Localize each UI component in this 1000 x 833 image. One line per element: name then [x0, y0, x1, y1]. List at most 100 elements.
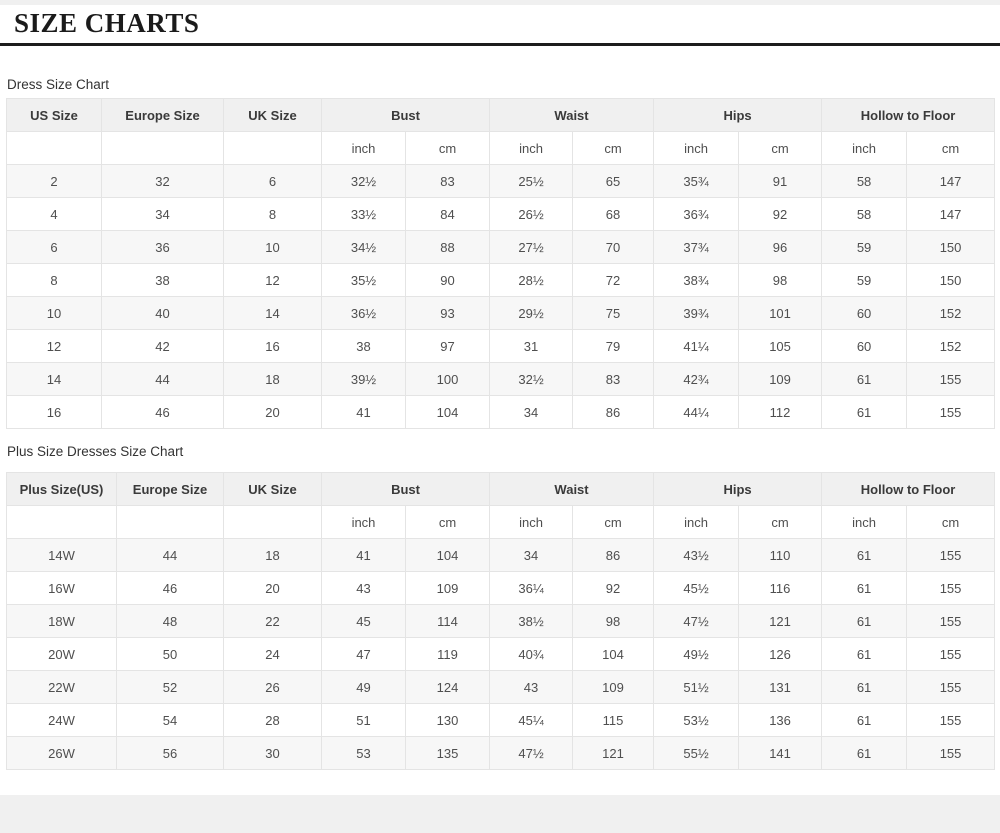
table-cell: 155: [906, 395, 996, 430]
table-cell: 79: [572, 329, 655, 364]
table-cell: 121: [738, 604, 823, 639]
empty-cell: [223, 505, 322, 540]
column-header: US Size: [6, 98, 102, 133]
table-cell: 147: [906, 197, 996, 232]
table-row: 16 46 20 41 104 34 86 44¼ 112 61 155: [6, 395, 996, 430]
column-header: Europe Size: [116, 472, 224, 507]
table-cell: 119: [404, 637, 491, 672]
table-cell: 155: [906, 703, 996, 738]
page-title: SIZE CHARTS: [14, 8, 200, 38]
table-cell: 43: [489, 670, 574, 705]
table-cell: 49: [321, 670, 406, 705]
table-cell: 42¾: [653, 362, 740, 397]
table-cell: 109: [404, 571, 491, 606]
table-cell: 10: [6, 296, 102, 331]
table-cell: 91: [738, 164, 823, 199]
table-cell: 38: [101, 263, 224, 298]
table-cell: 61: [821, 736, 908, 771]
table-cell: 88: [404, 230, 491, 265]
table-cell: 2: [6, 164, 102, 199]
table-cell: 121: [572, 736, 655, 771]
column-header: Plus Size(US): [6, 472, 117, 507]
plus-size-chart-section: Plus Size Dresses Size Chart Plus Size(U…: [6, 429, 996, 771]
table-cell: 59: [821, 263, 908, 298]
table-cell: 51: [321, 703, 406, 738]
table-cell: 155: [906, 604, 996, 639]
table-cell: 34½: [321, 230, 406, 265]
table-cell: 43: [321, 571, 406, 606]
column-header: Hips: [653, 472, 823, 507]
unit-header: cm: [572, 505, 655, 540]
table-cell: 39½: [321, 362, 406, 397]
table-cell: 14W: [6, 538, 117, 573]
empty-cell: [6, 131, 102, 166]
unit-header: cm: [738, 505, 823, 540]
table-cell: 26½: [489, 197, 574, 232]
table-cell: 155: [906, 571, 996, 606]
unit-header: cm: [404, 131, 491, 166]
table-cell: 96: [738, 230, 823, 265]
table-cell: 44¼: [653, 395, 740, 430]
table-cell: 30: [223, 736, 322, 771]
table-cell: 36¼: [489, 571, 574, 606]
table-cell: 47½: [489, 736, 574, 771]
table-cell: 32½: [321, 164, 406, 199]
unit-header: inch: [821, 131, 908, 166]
table-cell: 6: [6, 230, 102, 265]
table-cell: 70: [572, 230, 655, 265]
table-cell: 124: [404, 670, 491, 705]
table-row: 24W 54 28 51 130 45¼ 115 53½ 136 61 155: [6, 703, 996, 738]
table-cell: 92: [738, 197, 823, 232]
unit-header: inch: [321, 131, 406, 166]
table-cell: 141: [738, 736, 823, 771]
column-header: Bust: [320, 98, 491, 133]
table-cell: 40: [101, 296, 224, 331]
table-cell: 75: [572, 296, 655, 331]
table-cell: 25½: [489, 164, 574, 199]
table-cell: 61: [821, 538, 908, 573]
table-cell: 38¾: [653, 263, 740, 298]
table-cell: 40¾: [489, 637, 574, 672]
table-cell: 72: [572, 263, 655, 298]
table-cell: 47: [321, 637, 406, 672]
table-cell: 4: [6, 197, 102, 232]
table-cell: 29½: [489, 296, 574, 331]
table-row: 18W 48 22 45 114 38½ 98 47½ 121 61 155: [6, 604, 996, 639]
table-cell: 109: [572, 670, 655, 705]
table-cell: 98: [572, 604, 655, 639]
unit-header: cm: [906, 131, 996, 166]
table-cell: 155: [906, 670, 996, 705]
column-header: Hips: [653, 98, 823, 133]
table-cell: 61: [821, 670, 908, 705]
table-cell: 45: [321, 604, 406, 639]
table-row: 22W 52 26 49 124 43 109 51½ 131 61 155: [6, 670, 996, 705]
table-cell: 53½: [653, 703, 740, 738]
table-cell: 20W: [6, 637, 117, 672]
table-cell: 34: [489, 538, 574, 573]
table-cell: 16: [6, 395, 102, 430]
table-cell: 105: [738, 329, 823, 364]
table-cell: 58: [821, 164, 908, 199]
table-cell: 97: [404, 329, 491, 364]
table-cell: 61: [821, 395, 908, 430]
table-cell: 26: [223, 670, 322, 705]
table-cell: 24W: [6, 703, 117, 738]
column-header: UK Size: [223, 98, 322, 133]
table-row: 26W 56 30 53 135 47½ 121 55½ 141 61 155: [6, 736, 996, 771]
table-cell: 14: [6, 362, 102, 397]
column-header: Bust: [320, 472, 491, 507]
table-row: 14 44 18 39½ 100 32½ 83 42¾ 109 61 155: [6, 362, 996, 397]
table-cell: 14: [223, 296, 322, 331]
table-cell: 41: [321, 538, 406, 573]
table-cell: 114: [404, 604, 491, 639]
table-cell: 150: [906, 263, 996, 298]
table-cell: 56: [116, 736, 224, 771]
table-cell: 10: [223, 230, 322, 265]
table-cell: 33½: [321, 197, 406, 232]
column-header: UK Size: [223, 472, 322, 507]
table-cell: 8: [223, 197, 322, 232]
header-row: Plus Size(US) Europe Size UK Size Bust W…: [6, 472, 996, 507]
table-cell: 6: [223, 164, 322, 199]
table-cell: 27½: [489, 230, 574, 265]
table-cell: 12: [6, 329, 102, 364]
